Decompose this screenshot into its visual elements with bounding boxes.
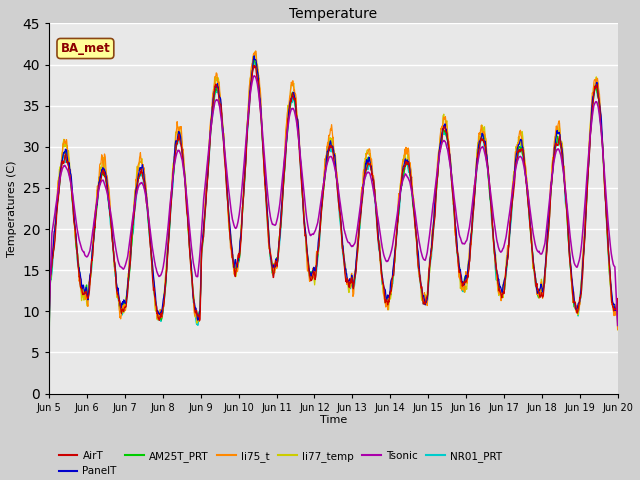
PanelT [172, 139, 179, 144]
li75_t [614, 327, 621, 333]
li77_temp [497, 291, 504, 297]
NR01_PRT [172, 149, 179, 155]
AirT [614, 317, 621, 323]
li77_temp [252, 48, 259, 54]
Tsonic [250, 73, 258, 79]
Tsonic [422, 255, 430, 261]
li77_temp [547, 193, 554, 199]
li75_t [236, 252, 243, 258]
Legend: AirT, PanelT, AM25T_PRT, li75_t, li77_temp, Tsonic, NR01_PRT: AirT, PanelT, AM25T_PRT, li75_t, li77_te… [54, 447, 506, 480]
Text: BA_met: BA_met [61, 42, 110, 55]
AM25T_PRT [614, 319, 621, 324]
PanelT [497, 285, 504, 290]
PanelT [547, 193, 554, 199]
AirT [236, 254, 243, 260]
AM25T_PRT [158, 316, 166, 322]
li75_t [497, 289, 504, 295]
AM25T_PRT [422, 300, 430, 306]
AirT [172, 148, 179, 154]
Title: Temperature: Temperature [289, 7, 378, 21]
Line: NR01_PRT: NR01_PRT [49, 62, 618, 338]
AirT [158, 314, 166, 320]
AM25T_PRT [45, 341, 53, 347]
Tsonic [172, 156, 179, 161]
AM25T_PRT [547, 197, 554, 203]
Tsonic [236, 212, 243, 217]
NR01_PRT [547, 192, 554, 197]
PanelT [236, 252, 243, 257]
NR01_PRT [422, 297, 430, 303]
PanelT [422, 300, 430, 306]
Line: li77_temp: li77_temp [49, 51, 618, 330]
NR01_PRT [158, 316, 166, 322]
Line: Tsonic: Tsonic [49, 76, 618, 325]
li77_temp [45, 317, 53, 323]
PanelT [250, 53, 258, 59]
NR01_PRT [236, 255, 243, 261]
Tsonic [158, 270, 166, 276]
Tsonic [497, 249, 504, 254]
AM25T_PRT [172, 147, 179, 153]
NR01_PRT [614, 324, 621, 330]
NR01_PRT [250, 59, 258, 65]
AM25T_PRT [236, 258, 243, 264]
NR01_PRT [45, 336, 53, 341]
li75_t [252, 48, 260, 54]
AirT [422, 298, 430, 303]
li77_temp [422, 302, 430, 308]
AM25T_PRT [497, 290, 504, 296]
li77_temp [236, 250, 243, 256]
Line: li75_t: li75_t [49, 51, 618, 330]
li77_temp [158, 312, 166, 318]
Tsonic [45, 310, 53, 315]
li75_t [547, 182, 554, 188]
PanelT [614, 319, 621, 324]
li77_temp [172, 132, 179, 137]
AirT [497, 290, 504, 296]
li75_t [158, 315, 166, 321]
Tsonic [547, 187, 554, 192]
PanelT [158, 308, 166, 314]
PanelT [45, 332, 53, 338]
AirT [45, 336, 53, 342]
X-axis label: Time: Time [320, 415, 347, 425]
li77_temp [614, 327, 621, 333]
Line: PanelT: PanelT [49, 56, 618, 335]
li75_t [422, 297, 430, 302]
Y-axis label: Temperatures (C): Temperatures (C) [7, 160, 17, 257]
AM25T_PRT [250, 56, 258, 62]
Tsonic [614, 323, 621, 328]
Line: AirT: AirT [49, 65, 618, 339]
AirT [547, 197, 554, 203]
AirT [251, 62, 259, 68]
Line: AM25T_PRT: AM25T_PRT [49, 59, 618, 344]
NR01_PRT [497, 292, 504, 298]
li75_t [45, 318, 53, 324]
li75_t [172, 141, 179, 146]
